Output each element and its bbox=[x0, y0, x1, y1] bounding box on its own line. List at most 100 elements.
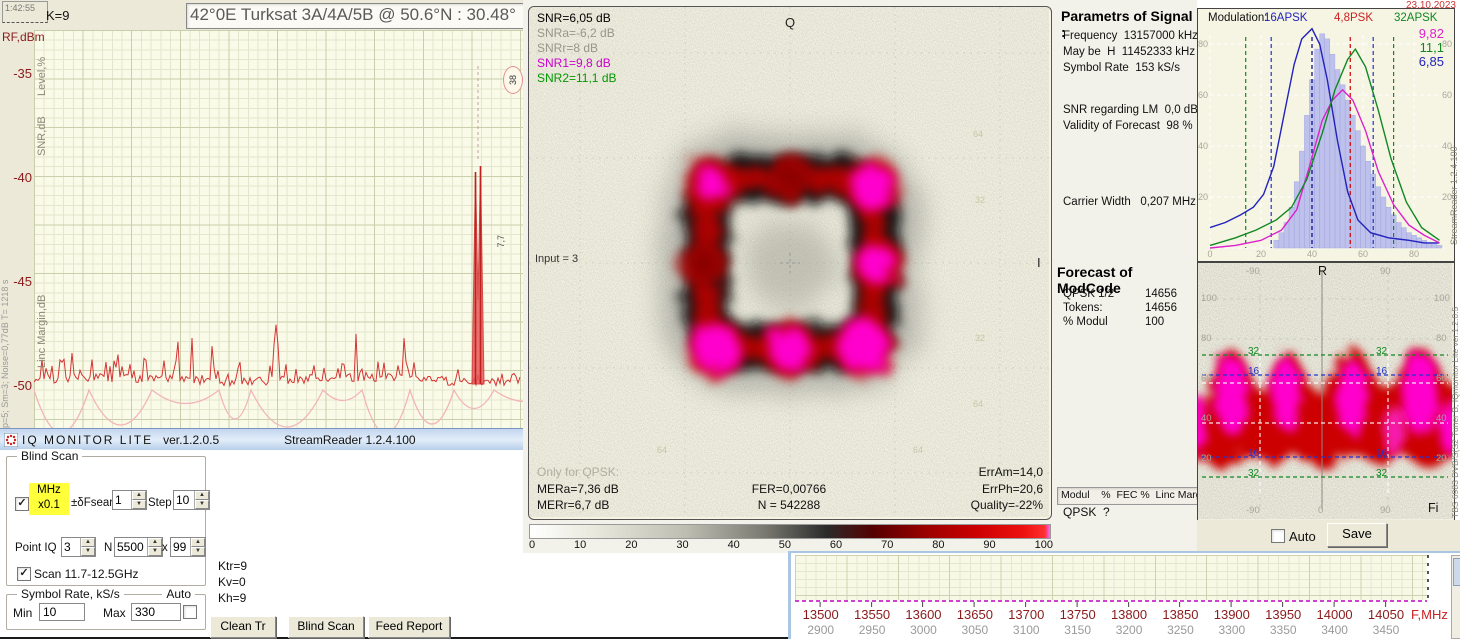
k-factor-label: K=9 bbox=[46, 8, 70, 23]
spin-down-icon[interactable]: ▼ bbox=[81, 547, 95, 556]
line-label-32: 32 bbox=[1376, 468, 1388, 479]
clean-tr-button[interactable]: Clean Tr bbox=[210, 616, 276, 638]
svg-text:60: 60 bbox=[1358, 249, 1368, 259]
i-axis-label: I bbox=[1037, 255, 1041, 270]
input-label: Input = 3 bbox=[535, 253, 579, 265]
min-input[interactable] bbox=[39, 603, 85, 621]
q-axis-label: Q bbox=[785, 15, 796, 30]
streamreader-side-label: StreamReader 1.2.4.100 bbox=[1449, 146, 1459, 245]
n-input[interactable] bbox=[115, 538, 147, 556]
tuner-side-label: TBS 6983 DVB/S(S2 Tuner B, IQmonitor Lit… bbox=[1450, 306, 1460, 518]
max-input[interactable] bbox=[131, 603, 181, 621]
baseline-dashed-line bbox=[795, 600, 1427, 602]
value-16apsk: 6,85 bbox=[1418, 54, 1444, 69]
svg-text:40: 40 bbox=[1198, 141, 1208, 151]
tick-label: 13900 bbox=[1213, 607, 1250, 622]
spin-up-icon[interactable]: ▲ bbox=[191, 538, 205, 547]
fer-value: FER=0,00766 bbox=[751, 482, 827, 496]
spin-up-icon[interactable]: ▲ bbox=[132, 491, 146, 500]
step-input[interactable] bbox=[174, 491, 194, 509]
blind-scan-group-label: Blind Scan bbox=[17, 449, 83, 463]
step-spin-buttons[interactable]: ▲ ▼ bbox=[194, 491, 209, 509]
spin-up-icon[interactable]: ▲ bbox=[195, 491, 209, 500]
x-stepper[interactable]: ▲▼ bbox=[170, 537, 206, 557]
scan-range-checkbox[interactable] bbox=[17, 567, 31, 581]
auto-sr-checkbox[interactable] bbox=[183, 605, 197, 619]
maybe-line: May be H 11452333 kHz bbox=[1063, 46, 1196, 58]
spin-down-icon[interactable]: ▼ bbox=[195, 500, 209, 509]
dfsearch-stepper[interactable]: ▲▼ bbox=[112, 490, 147, 510]
eye-xtick-bottom: -90 bbox=[1246, 505, 1260, 516]
ytick--50: -50 bbox=[13, 378, 32, 393]
vertical-scrollbar[interactable] bbox=[1451, 555, 1460, 639]
mera-value: MERa=7,36 dB bbox=[537, 482, 619, 496]
eye-ytick: 20 bbox=[1201, 453, 1212, 464]
tick-label: 3100 bbox=[1012, 623, 1040, 637]
svg-text:60: 60 bbox=[1198, 90, 1208, 100]
time-tab[interactable]: 1:42:55 bbox=[2, 1, 48, 23]
mhz-checkbox[interactable] bbox=[15, 497, 29, 511]
spin-down-icon[interactable]: ▼ bbox=[148, 547, 162, 556]
auto-save-checkbox[interactable] bbox=[1271, 529, 1285, 543]
eye-ytick: 80 bbox=[1436, 333, 1447, 344]
eye-ytick: 100 bbox=[1201, 293, 1217, 304]
tick-label: 2900 bbox=[807, 623, 835, 637]
n-stepper[interactable]: ▲▼ bbox=[114, 537, 163, 557]
tick-label: 60 bbox=[829, 539, 843, 551]
spin-down-icon[interactable]: ▼ bbox=[191, 547, 205, 556]
x-input[interactable] bbox=[171, 538, 190, 556]
feed-report-button[interactable]: Feed Report bbox=[368, 616, 450, 638]
blind-scan-button[interactable]: Blind Scan bbox=[288, 616, 364, 638]
tick-label: 3400 bbox=[1321, 623, 1348, 637]
x-label: x bbox=[162, 542, 168, 554]
peak-margin-label: 7,7 bbox=[496, 235, 506, 248]
app-titlebar[interactable]: IQ MONITOR LITE ver.1.2.0.5 StreamReader… bbox=[0, 428, 523, 452]
app-icon bbox=[4, 433, 18, 447]
point-iq-spin-buttons[interactable]: ▲ ▼ bbox=[80, 538, 95, 556]
scrollbar-thumb[interactable] bbox=[1453, 558, 1460, 586]
spin-up-icon[interactable]: ▲ bbox=[81, 538, 95, 547]
point-iq-stepper[interactable]: ▲▼ bbox=[61, 537, 96, 557]
tokens-value: 14656 bbox=[1145, 302, 1177, 314]
modcode-table-row: QPSK ? bbox=[1063, 505, 1110, 519]
modulation-histogram-chart: 0 20 40 60 80 20 20 40 40 60 60 80 80 bbox=[1198, 27, 1452, 259]
point-iq-input[interactable] bbox=[62, 538, 80, 556]
x01-text: x0.1 bbox=[38, 499, 60, 511]
line-label-32: 32 bbox=[1376, 346, 1388, 357]
scan-range-label: Scan 11.7-12.5GHz bbox=[34, 567, 139, 581]
tick-label: 14050 bbox=[1367, 607, 1405, 622]
tick-label: 13950 bbox=[1265, 607, 1302, 622]
control-panel: Blind Scan MHz x0.1 ±δFsearch ▲▼ Step ▲▼… bbox=[0, 449, 523, 638]
r-axis-label: R bbox=[1318, 264, 1328, 278]
spin-up-icon[interactable]: ▲ bbox=[148, 538, 162, 547]
tick-label: 50 bbox=[778, 539, 791, 551]
tick-label: 0 bbox=[529, 539, 536, 551]
value-48psk: 9,82 bbox=[1418, 26, 1444, 41]
if-frequency-row: 2900 2950 3000 3050 3100 3150 3200 3250 3300 3350… bbox=[795, 623, 1412, 637]
ytick--40: -40 bbox=[13, 170, 32, 185]
spectrum-window: 1:42:55 K=9 42°0E Turksat 3A/4A/5B @ 50.… bbox=[0, 0, 559, 435]
dfsearch-input[interactable] bbox=[113, 491, 131, 509]
eye-xtick-top: 90 bbox=[1380, 266, 1391, 277]
tick-label: 13700 bbox=[1008, 607, 1045, 622]
tick-label: 80 bbox=[932, 539, 945, 551]
ytick--35: -35 bbox=[13, 66, 32, 81]
ktr-value: Ktr=9 bbox=[218, 559, 248, 573]
step-stepper[interactable]: ▲▼ bbox=[173, 490, 210, 510]
fi-axis-label: Fi bbox=[1428, 501, 1439, 515]
tick-label: 40 bbox=[727, 539, 740, 551]
k-values: Ktr=9 Kv=0 Kh=9 bbox=[218, 558, 247, 606]
transponder-marker[interactable]: 38 bbox=[503, 66, 523, 94]
dfsearch-spin-buttons[interactable]: ▲ ▼ bbox=[131, 491, 146, 509]
kv-value: Kv=0 bbox=[218, 575, 246, 589]
iq-window: 64 32 32 64 64 64 SNR=6,05 dB SNRa=-6,2 dB SN… bbox=[523, 0, 1057, 553]
n-spin-buttons[interactable]: ▲ ▼ bbox=[147, 538, 162, 556]
save-button[interactable]: Save bbox=[1327, 523, 1387, 547]
mhz-text: MHz bbox=[37, 484, 61, 496]
constellation-plot bbox=[529, 7, 1049, 517]
tick-label: 13650 bbox=[956, 607, 993, 622]
streamreader-version: StreamReader 1.2.4.100 bbox=[284, 433, 416, 447]
spin-down-icon[interactable]: ▼ bbox=[132, 500, 146, 509]
x-spin-buttons[interactable]: ▲ ▼ bbox=[190, 538, 205, 556]
